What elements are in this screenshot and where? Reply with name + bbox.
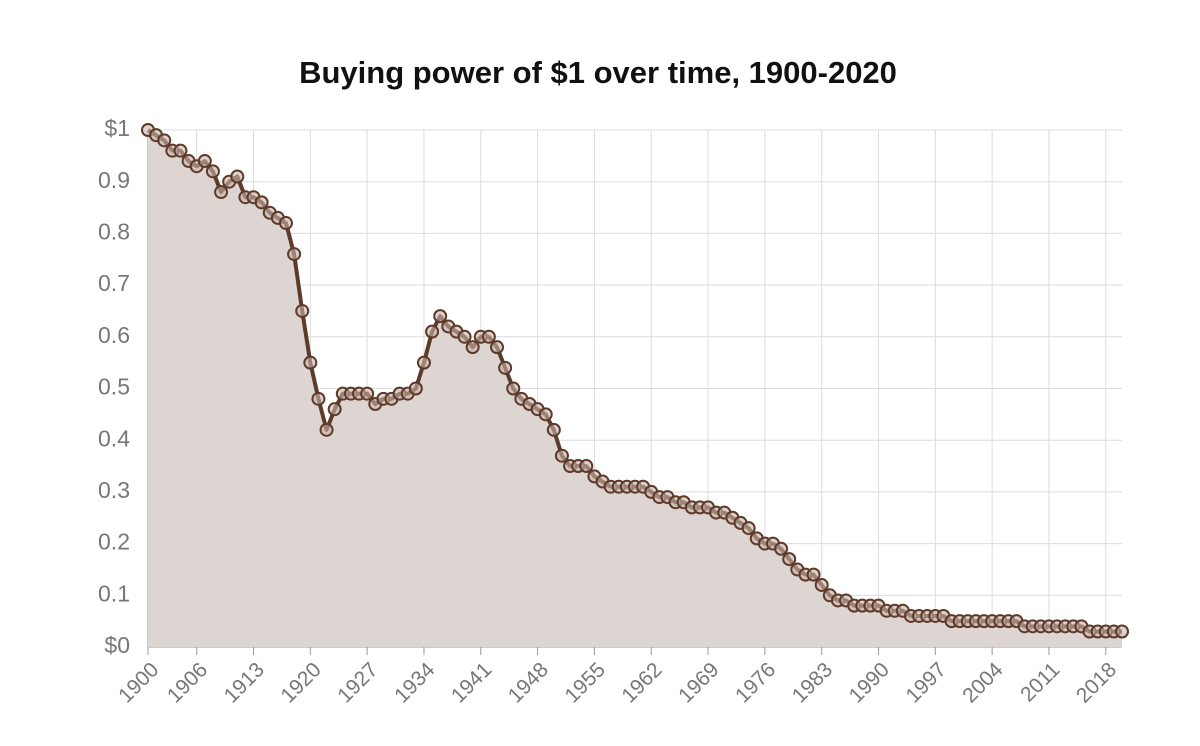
- point: [782, 552, 797, 567]
- point: [506, 381, 521, 396]
- x-tick-label: 1997: [901, 658, 950, 707]
- point: [425, 324, 440, 339]
- x-tick-label: 1969: [674, 658, 723, 707]
- y-tick-label: 0.2: [98, 529, 130, 555]
- point: [481, 329, 496, 344]
- x-tick-label: 1913: [220, 658, 269, 707]
- x-tick-label: 1927: [333, 658, 382, 707]
- point: [498, 360, 513, 375]
- point: [295, 303, 310, 318]
- x-tick-label: 1962: [617, 658, 666, 707]
- point: [433, 309, 448, 324]
- point: [214, 185, 229, 200]
- y-tick-label: 0.8: [98, 218, 130, 244]
- point: [408, 381, 423, 396]
- x-tick-label: 2004: [958, 658, 1008, 708]
- point: [311, 391, 326, 406]
- point: [327, 402, 342, 417]
- point: [173, 143, 188, 158]
- point: [741, 521, 756, 536]
- y-tick-label: 0.5: [98, 374, 130, 400]
- point: [490, 340, 505, 355]
- point: [579, 459, 594, 474]
- x-tick-label: 1990: [845, 658, 894, 707]
- x-tick-label: 2011: [1016, 658, 1064, 706]
- y-tick-label: 0.6: [98, 322, 130, 348]
- point: [197, 154, 212, 169]
- y-tick-label: 0.3: [98, 477, 130, 503]
- point: [465, 340, 480, 355]
- y-tick-label: 0.7: [98, 270, 130, 296]
- point: [254, 195, 269, 210]
- x-tick-label: 1900: [114, 658, 163, 707]
- point: [416, 355, 431, 370]
- x-tick-label: 1934: [390, 658, 440, 708]
- point: [538, 407, 553, 422]
- point: [360, 386, 375, 401]
- point: [157, 133, 172, 148]
- point: [546, 422, 561, 437]
- point: [205, 164, 220, 179]
- x-tick-label: 1948: [504, 658, 553, 707]
- y-tick-label: $0: [104, 632, 130, 658]
- point: [303, 355, 318, 370]
- area: [148, 130, 1122, 647]
- y-tick-label: 0.4: [98, 425, 130, 451]
- y-tick-label: $1: [104, 115, 130, 141]
- point: [1115, 624, 1129, 639]
- y-tick-label: 0.9: [98, 167, 130, 193]
- point: [230, 169, 245, 184]
- x-tick-label: 1955: [561, 658, 610, 707]
- point: [278, 216, 293, 231]
- chart-title: Buying power of $1 over time, 1900-2020: [299, 55, 897, 90]
- x-tick-label: 1976: [731, 658, 780, 707]
- x-tick-label: 1920: [276, 658, 325, 707]
- x-tick-label: 1983: [788, 658, 837, 707]
- x-tick-label: 1941: [447, 658, 496, 707]
- point: [319, 422, 334, 437]
- point: [554, 448, 569, 463]
- point: [287, 247, 302, 262]
- x-tick-label: 2018: [1072, 658, 1121, 707]
- point: [814, 577, 829, 592]
- point: [457, 329, 472, 344]
- point: [774, 541, 789, 556]
- point: [806, 567, 821, 582]
- y-tick-label: 0.1: [98, 580, 130, 606]
- x-tick-label: 1906: [163, 658, 212, 707]
